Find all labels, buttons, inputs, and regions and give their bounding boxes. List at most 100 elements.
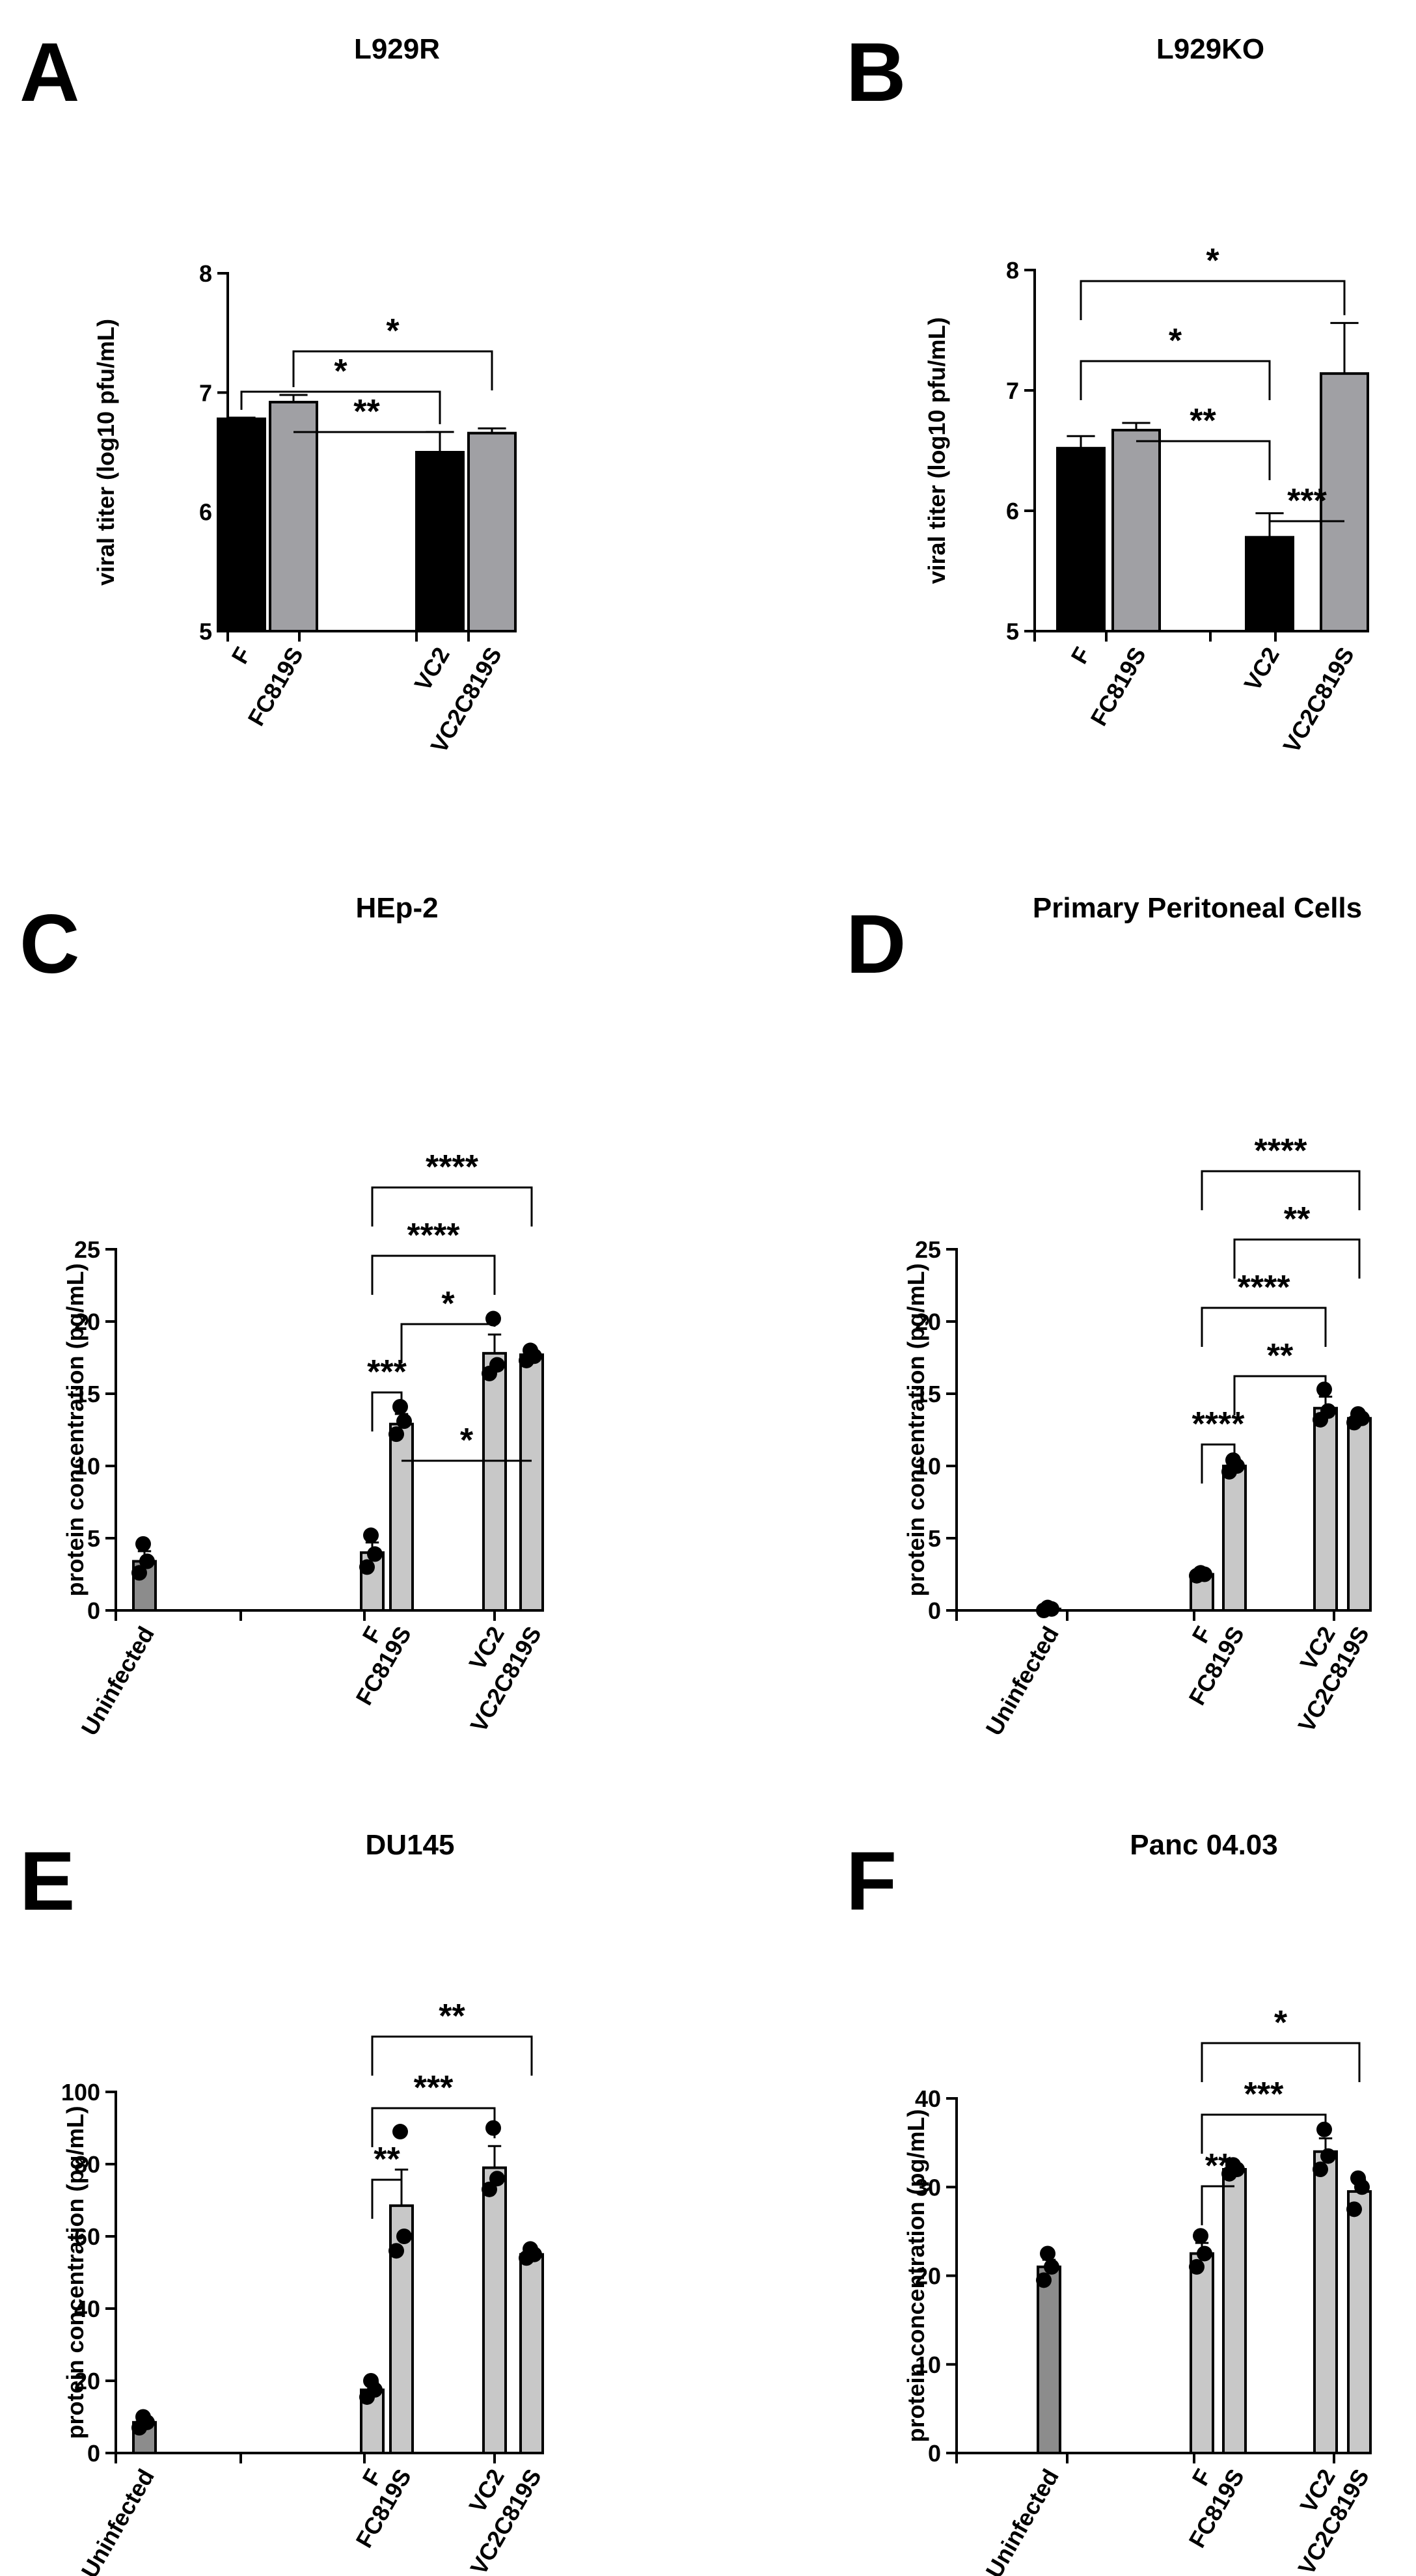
data-point: [1044, 2258, 1059, 2275]
y-tick-label: 10: [74, 1453, 100, 1480]
significance-bracket: [292, 350, 493, 390]
significance-bracket: [371, 2178, 402, 2219]
y-tick-label: 0: [87, 2440, 100, 2467]
bar: [1037, 2265, 1061, 2454]
data-point: [523, 1342, 538, 1359]
bar: [269, 401, 318, 632]
y-tick-label: 5: [1006, 618, 1019, 645]
significance-stars: **: [1205, 2147, 1232, 2185]
panel-c: C HEp-2 protein concentration (pg/mL)0 5 10 1…: [20, 892, 547, 1740]
data-point: [489, 1357, 505, 1373]
significance-bracket: [1080, 280, 1346, 320]
panel-letter: C: [20, 898, 79, 991]
panel-title: L929KO: [1156, 33, 1264, 65]
significance-stars: *: [1169, 322, 1182, 360]
significance-stars: ***: [414, 2069, 454, 2107]
data-point: [485, 1310, 501, 1327]
significance-bracket: [1233, 1238, 1361, 1279]
y-tick-label: 0: [928, 2440, 941, 2467]
data-point: [489, 2171, 505, 2187]
y-tick-label: 100: [61, 2079, 100, 2106]
y-tick-label: 6: [199, 499, 212, 526]
significance-stars: **: [1284, 1200, 1311, 1238]
bar: [1313, 2150, 1338, 2454]
x-tick-label: Uninfected: [980, 1622, 1064, 1741]
data-point: [392, 1398, 408, 1415]
significance-bracket: [400, 1323, 496, 1363]
significance-stars: **: [1190, 402, 1216, 440]
x-tick-label: F: [1065, 643, 1096, 669]
data-point: [1350, 2170, 1366, 2186]
y-tick-label: 20: [74, 2368, 100, 2394]
significance-stars: *: [1206, 242, 1219, 280]
bar: [1190, 2252, 1214, 2454]
bar: [1245, 536, 1294, 633]
significance-stars: *: [386, 312, 400, 350]
significance-stars: **: [1267, 1337, 1294, 1375]
panel-title: Primary Peritoneal Cells: [1033, 892, 1362, 924]
y-tick-label: 5: [87, 1525, 100, 1552]
bar: [415, 451, 465, 632]
bar: [482, 1351, 507, 1612]
x-tick-label: VC2C819S: [1277, 643, 1359, 757]
y-tick-label: 0: [928, 1597, 941, 1624]
x-tick-label: Uninfected: [75, 1622, 159, 1741]
significance-stars: **: [439, 1998, 465, 2035]
data-point: [1316, 2121, 1332, 2137]
y-axis-label: protein concentration (pg/mL): [903, 2109, 929, 2443]
data-point: [135, 2409, 151, 2425]
x-tick-label: F: [1186, 1622, 1217, 1648]
significance-stars: *: [1274, 2004, 1288, 2042]
bar: [389, 1422, 414, 1612]
data-point: [523, 2241, 538, 2257]
significance-stars: **: [353, 393, 380, 431]
y-tick-label: 8: [1006, 257, 1019, 284]
data-point: [1320, 1403, 1336, 1419]
panel-title: DU145: [366, 1829, 455, 1861]
panel-d: D Primary Peritoneal Cells protein concent…: [846, 892, 1374, 1740]
y-tick-label: 25: [915, 1236, 941, 1263]
data-point: [1350, 1406, 1366, 1422]
data-point: [131, 1565, 147, 1581]
y-tick-label: 15: [915, 1381, 941, 1407]
y-tick-label: 40: [915, 2085, 941, 2112]
significance-bracket: [1201, 2113, 1327, 2154]
bar: [1313, 1407, 1338, 1612]
y-tick-label: 10: [915, 2352, 941, 2378]
y-tick-label: 7: [199, 379, 212, 406]
y-tick-label: 40: [74, 2296, 100, 2322]
significance-bracket: [1233, 1375, 1327, 1415]
panel-title: HEp-2: [355, 892, 438, 924]
significance-bracket: [1080, 360, 1271, 400]
bar: [482, 2166, 507, 2455]
bar: [519, 2253, 544, 2454]
y-tick-label: 20: [915, 2263, 941, 2290]
y-tick-label: 8: [199, 260, 212, 287]
y-tick-label: 6: [1006, 498, 1019, 524]
bar: [1111, 429, 1161, 632]
y-axis-label: protein concentration (pg/mL): [903, 1264, 929, 1597]
panel-letter: D: [846, 898, 906, 991]
data-point: [1197, 2245, 1212, 2262]
bar: [467, 431, 517, 633]
data-point: [1193, 2228, 1208, 2244]
data-point: [1036, 2272, 1052, 2288]
significance-bracket: [371, 2107, 496, 2147]
y-tick-label: 80: [74, 2151, 100, 2178]
panel-letter: F: [846, 1835, 897, 1928]
significance-bracket: [240, 390, 441, 424]
data-point: [359, 1559, 375, 1575]
data-point: [1313, 2162, 1328, 2177]
bar: [1222, 2168, 1247, 2454]
data-point: [363, 1527, 379, 1543]
significance-stars: **: [374, 2141, 400, 2178]
significance-stars: ****: [1238, 1269, 1291, 1307]
bar: [217, 417, 266, 633]
y-axis-label: viral titer (log10 pfu/mL): [92, 319, 119, 586]
bar: [1056, 446, 1106, 632]
significance-stars: ***: [1244, 2076, 1284, 2113]
data-point: [1189, 2258, 1205, 2275]
